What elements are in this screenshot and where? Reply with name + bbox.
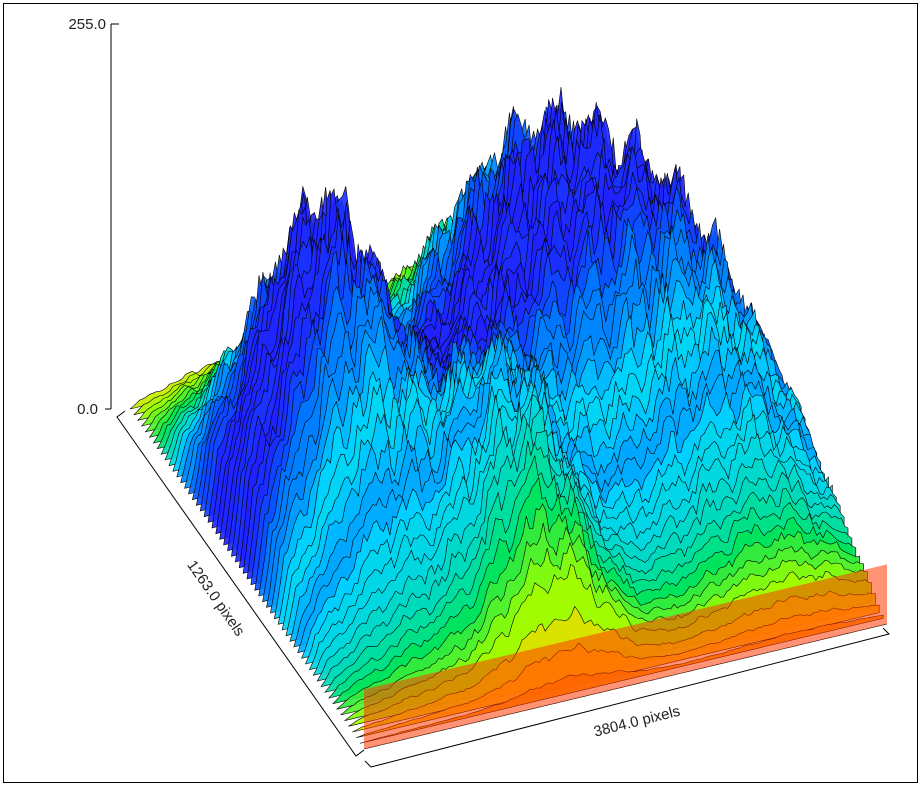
- surface-mesh: [129, 87, 888, 750]
- z-axis-min-label: 0.0: [77, 401, 98, 418]
- depth-axis-line: [116, 410, 365, 757]
- surface-front-face: [364, 564, 887, 749]
- depth-axis-label: 1263.0 pixels: [183, 557, 248, 639]
- width-axis-line: [364, 627, 890, 768]
- surface-plot: 255.0 0.0 1263.0 pixels 3804.0 pixels: [68, 16, 890, 768]
- z-axis-max-label: 255.0: [68, 16, 106, 33]
- width-axis-label: 3804.0 pixels: [592, 703, 682, 741]
- plot-frame: 255.0 0.0 1263.0 pixels 3804.0 pixels: [3, 3, 918, 783]
